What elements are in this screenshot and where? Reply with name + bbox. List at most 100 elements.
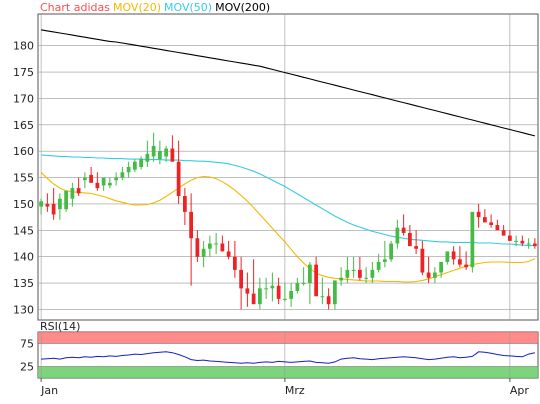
candle-down — [326, 296, 331, 305]
candle-down — [501, 230, 506, 236]
candle-up — [214, 243, 218, 245]
x-tick-label: Jan — [40, 384, 58, 397]
candle-down — [314, 264, 318, 297]
price-tick-label: 150 — [13, 198, 34, 211]
candle-down — [51, 203, 56, 215]
candle-down — [495, 225, 500, 231]
candle-down — [414, 246, 418, 249]
candle-up — [295, 283, 300, 291]
candle-down — [520, 240, 525, 244]
candle-up — [333, 280, 337, 305]
candle-up — [270, 285, 275, 289]
candle-up — [139, 159, 143, 167]
x-tick-label: Apr — [510, 384, 530, 397]
candle-down — [451, 251, 456, 260]
candle-up — [120, 172, 125, 178]
candle-down — [76, 188, 81, 194]
candle-up — [133, 161, 137, 170]
candle-up — [39, 201, 43, 207]
candle-down — [251, 293, 256, 305]
candle-down — [483, 217, 487, 223]
candle-down — [226, 251, 231, 257]
candle-down — [89, 174, 93, 183]
candle-up — [389, 243, 393, 260]
candle-up — [364, 277, 368, 279]
candle-down — [189, 211, 193, 239]
candle-up — [383, 259, 387, 262]
candle-up — [308, 264, 312, 284]
candle-up — [126, 167, 131, 173]
candle-up — [164, 148, 168, 157]
candle-down — [183, 196, 187, 212]
price-tick-label: 180 — [13, 40, 34, 53]
legend-mov50: MOV(50) — [164, 1, 213, 14]
candle-down — [276, 285, 281, 299]
candle-down — [176, 161, 181, 197]
candle-down — [220, 243, 225, 252]
candle-up — [283, 298, 287, 300]
candle-up — [470, 211, 475, 268]
candle-up — [70, 188, 75, 199]
candle-down — [476, 211, 481, 218]
candle-down — [239, 269, 243, 289]
rsi-series-line — [41, 351, 536, 364]
candle-down — [508, 235, 512, 241]
candle-up — [339, 277, 343, 281]
candle-up — [151, 145, 156, 157]
candle-up — [526, 243, 531, 245]
candle-down — [426, 272, 431, 278]
candle-up — [58, 198, 62, 210]
candle-down — [420, 248, 425, 273]
candle-up — [83, 177, 87, 181]
candle-up — [264, 288, 268, 290]
candle-up — [258, 288, 262, 305]
candle-down — [401, 227, 406, 233]
candle-up — [301, 283, 306, 285]
candle-down — [533, 243, 537, 247]
candle-down — [245, 288, 250, 294]
candle-down — [358, 269, 362, 278]
rsi-tick-label: 25 — [20, 361, 34, 374]
price-tick-label: 140 — [13, 251, 34, 264]
rsi-band-overbought — [38, 332, 538, 344]
candle-up — [64, 190, 68, 210]
candle-down — [489, 222, 493, 226]
price-tick-label: 130 — [13, 303, 34, 316]
rsi-band-oversold — [38, 366, 538, 378]
candle-down — [45, 203, 50, 207]
candle-up — [395, 227, 400, 244]
candle-up — [201, 248, 206, 257]
legend-mov20: MOV(20) — [112, 1, 162, 14]
price-tick-label: 135 — [13, 277, 34, 290]
price-tick-label: 170 — [13, 92, 34, 105]
candle-up — [320, 296, 325, 298]
candle-down — [170, 148, 175, 162]
legend-mov200: MOV(200) — [215, 1, 271, 14]
price-plot-frame — [37, 13, 539, 321]
candle-down — [458, 259, 462, 265]
candle-up — [158, 151, 162, 160]
candle-down — [408, 232, 412, 247]
price-tick-label: 175 — [13, 66, 34, 79]
candle-down — [233, 256, 237, 270]
candle-down — [464, 264, 468, 268]
candle-up — [289, 290, 293, 299]
candle-down — [95, 182, 100, 189]
series-line-mov200 — [41, 29, 536, 137]
candle-up — [439, 261, 443, 273]
candle-up — [370, 269, 375, 278]
series-line-mov20 — [40, 171, 536, 283]
price-tick-label: 165 — [13, 119, 34, 132]
candle-up — [108, 182, 112, 186]
candle-up — [208, 243, 212, 249]
rsi-tick-label: 75 — [20, 338, 34, 351]
candle-up — [101, 177, 106, 186]
candle-up — [345, 269, 350, 278]
candle-up — [376, 261, 381, 270]
candle-up — [445, 251, 450, 262]
price-tick-label: 160 — [13, 145, 34, 158]
chart-legend: Chart adidas MOV(20) MOV(50) MOV(200) — [40, 1, 273, 14]
series-line-mov50 — [41, 154, 535, 247]
